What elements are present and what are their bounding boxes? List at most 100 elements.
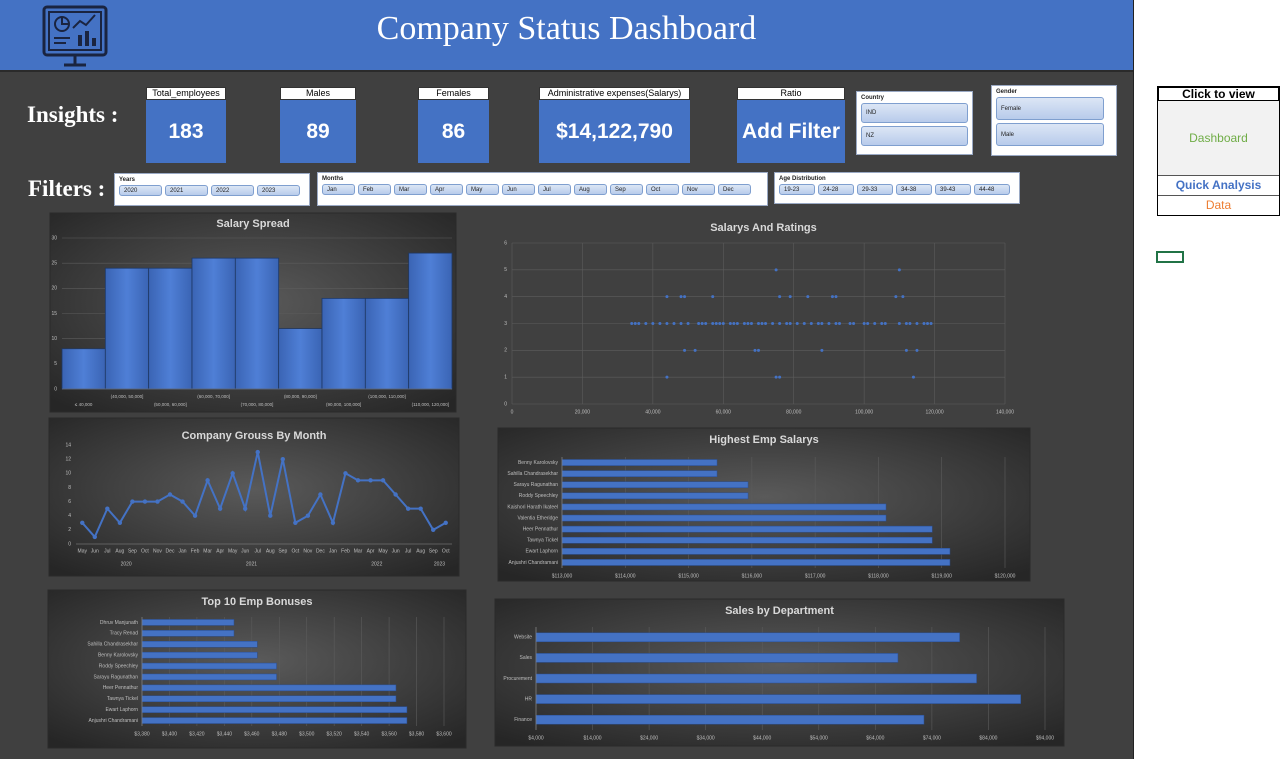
panel-link[interactable]: Data [1158,195,1279,215]
line-marker [217,506,223,511]
slicer-item[interactable]: 29-33 [857,184,893,195]
scatter-point [753,348,757,352]
chart-title: Salary Spread [216,218,289,230]
slicer-item[interactable]: 34-38 [896,184,932,195]
bar [561,470,718,477]
y-tick-label: Valentia Etheridge [518,515,559,521]
x-tick-label: (40,000, 50,000] [111,394,144,399]
slicer-items: 2020 2021 2022 2023 [119,185,305,196]
slicer-item[interactable]: Apr [430,184,463,195]
scatter-point [820,348,824,352]
x-tick-label: Feb [341,548,350,554]
insight-card: Ratio Add Filter [737,87,845,163]
x-tick-label: $120,000 [995,573,1016,579]
slicer-item[interactable]: Feb [358,184,391,195]
scatter-point [633,322,637,325]
line-marker [280,456,285,462]
chart-title: Top 10 Emp Bonuses [201,596,312,608]
y-tick-label: Benny Karolovsky [518,460,559,466]
card-label: Administrative expenses(Salarys) [539,87,690,100]
scatter-point [806,295,810,299]
slicer-item[interactable]: NZ [861,126,968,146]
scatter-point [897,322,901,325]
panel-link[interactable]: Quick Analysis [1158,175,1279,195]
scatter-point [658,322,662,325]
slicer-title: Age Distribution [779,176,826,182]
scatter-point [866,322,870,325]
slicer-item[interactable]: 2022 [211,185,254,196]
line-marker [142,499,148,504]
histogram-bar [408,252,453,390]
slicer-item[interactable]: Mar [394,184,427,195]
y-tick-label: HR [525,696,533,702]
y-tick-label: Procurement [503,676,532,682]
x-tick-label: $34,000 [697,735,715,741]
slicer-item[interactable]: Jun [502,184,535,195]
dashboard-icon [42,5,108,67]
histogram-bar [148,267,193,390]
x-tick-label: (60,000, 70,000] [197,394,230,399]
bar [141,717,408,724]
histogram-bar [61,348,106,390]
card-label: Females [418,87,489,100]
slicer-item[interactable]: 24-28 [818,184,854,195]
slicer-title: Months [322,176,344,182]
slicer-item[interactable]: Aug [574,184,607,195]
scatter-point [774,375,778,379]
y-tick-label: Heer Pennathur [523,526,559,532]
x-tick-label: $94,000 [1036,735,1054,741]
y-tick-label: 2 [504,348,507,354]
slicer-item[interactable]: 39-43 [935,184,971,195]
x-tick-label: Nov [153,548,162,554]
x-tick-label: $64,000 [866,735,884,741]
line-marker [230,471,235,476]
panel-link[interactable]: Dashboard [1158,101,1279,175]
slicer-item[interactable]: Dec [718,184,751,195]
bar [141,619,235,626]
scatter-point [774,268,778,272]
slicer-item[interactable]: 19-23 [779,184,815,195]
scatter-point [915,348,919,352]
slicer-item[interactable]: Sep [610,184,643,195]
slicer: Years 2020 2021 2022 2023 [114,173,310,206]
x-tick-label: Jul [255,548,261,554]
slicer-item[interactable]: Male [996,123,1104,146]
scatter-point [637,322,641,325]
bar [561,503,887,511]
y-tick-label: Sahilla Chandrasekhar [87,642,138,648]
x-tick-label: Feb [191,548,200,554]
x-tick-label: May [78,548,88,554]
slicer-item[interactable]: Oct [646,184,679,195]
scatter-point [788,295,792,299]
scatter-point [760,322,764,325]
bar [561,559,951,566]
scatter-point [852,322,856,325]
x-tick-label: Nov [303,548,312,554]
scatter-point [778,295,782,299]
line-marker [318,492,323,497]
slicer-item[interactable]: Female [996,97,1104,120]
y-tick-label: Tawnya Tickel [107,696,138,702]
x-tick-label: $24,000 [640,735,658,741]
slicer-item[interactable]: May [466,184,499,195]
y-tick-label: 4 [68,513,71,519]
scatter-point [922,322,926,325]
slicer-item[interactable]: 44-48 [974,184,1010,195]
slicer-item[interactable]: 2020 [119,185,162,196]
slicer-item[interactable]: 2023 [257,185,300,196]
histogram-bar [278,328,323,390]
scatter-point [830,295,834,299]
y-tick-label: 25 [51,260,57,266]
slicer-item[interactable]: 2021 [165,185,208,196]
slicer-item[interactable]: Nov [682,184,715,195]
x-tick-label: $3,380 [134,731,150,737]
slicer-item[interactable]: IND [861,103,968,123]
slicer-item[interactable]: Jan [322,184,355,195]
icon-trend [72,14,96,29]
bar [141,641,258,648]
bar [141,651,258,659]
x-tick-label: 80,000 [786,409,802,415]
bar [561,514,887,522]
slicer-item[interactable]: Jul [538,184,571,195]
y-tick-label: Benny Karolovsky [98,652,139,658]
